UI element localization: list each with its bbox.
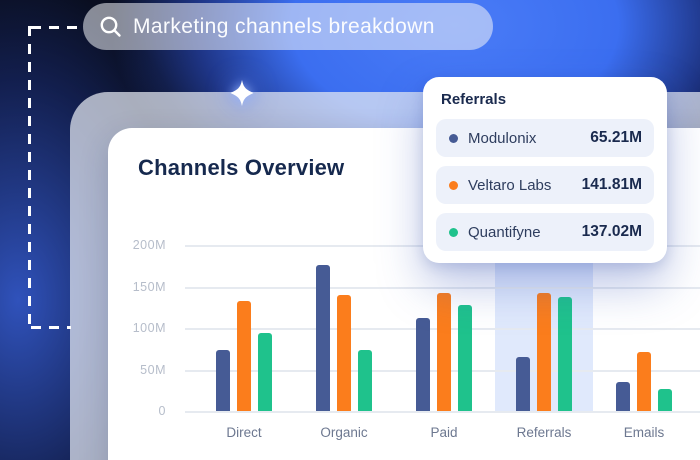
bar-modulonix-organic[interactable] [316, 265, 330, 411]
bar-modulonix-paid[interactable] [416, 318, 430, 411]
series-name: Modulonix [468, 129, 537, 147]
search-bar[interactable]: Marketing channels breakdown [83, 3, 493, 50]
dashed-bracket-bottom [31, 326, 71, 329]
tooltip-row-quantifyne: Quantifyne 137.02M [436, 213, 654, 251]
bar-veltaro-labs-paid[interactable] [437, 293, 451, 411]
search-icon [100, 16, 121, 37]
series-value: 65.21M [590, 129, 642, 146]
series-color-dot [449, 180, 458, 190]
tooltip-row-veltaro-labs: Veltaro Labs 141.81M [436, 166, 654, 204]
series-color-dot [449, 133, 458, 143]
series-value: 141.81M [581, 176, 642, 193]
bar-quantifyne-organic[interactable] [358, 350, 372, 411]
sparkle-icon [230, 80, 254, 106]
series-name: Veltaro Labs [468, 176, 552, 194]
dashed-bracket-top [31, 26, 83, 29]
tooltip-title: Referrals [441, 91, 507, 108]
search-query: Marketing channels breakdown [133, 14, 435, 38]
card-title: Channels Overview [138, 155, 345, 180]
chart-tooltip: Referrals Modulonix 65.21M Veltaro Labs 141… [423, 77, 667, 263]
bar-veltaro-labs-emails[interactable] [637, 352, 651, 411]
bar-modulonix-emails[interactable] [616, 382, 630, 411]
bar-veltaro-labs-direct[interactable] [237, 301, 251, 411]
bar-modulonix-direct[interactable] [216, 350, 230, 411]
tooltip-row-modulonix: Modulonix 65.21M [436, 119, 654, 157]
series-color-dot [449, 227, 458, 237]
bar-quantifyne-paid[interactable] [458, 305, 472, 411]
bar-veltaro-labs-organic[interactable] [337, 295, 351, 411]
series-value: 137.02M [581, 223, 642, 240]
bar-modulonix-referrals[interactable] [516, 357, 530, 411]
series-name: Quantifyne [468, 223, 541, 241]
dashed-bracket-left [28, 26, 31, 329]
bar-veltaro-labs-referrals[interactable] [537, 293, 551, 411]
bar-quantifyne-direct[interactable] [258, 333, 272, 411]
bar-quantifyne-referrals[interactable] [558, 297, 572, 411]
bar-quantifyne-emails[interactable] [658, 389, 672, 411]
